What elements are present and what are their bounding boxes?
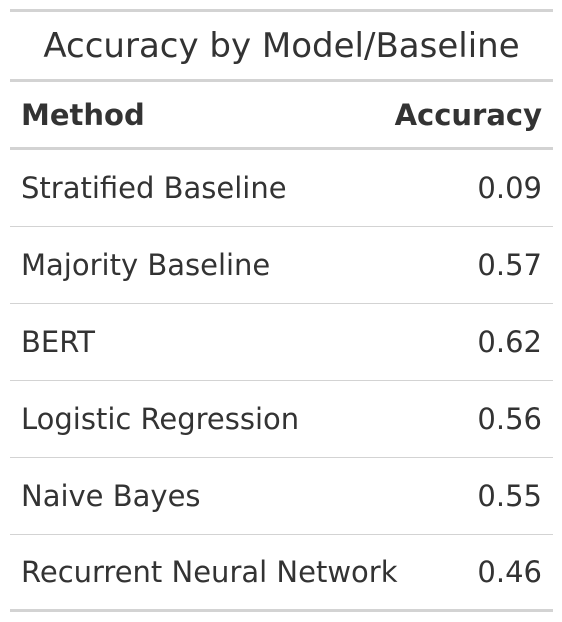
table-row: Naive Bayes 0.55 [10,458,553,535]
table-header-row: Method Accuracy [10,82,553,150]
method-cell: Majority Baseline [21,248,271,282]
accuracy-cell: 0.46 [477,555,542,589]
method-cell: BERT [21,325,95,359]
accuracy-cell: 0.56 [477,402,542,436]
accuracy-cell: 0.55 [477,479,542,513]
table-row: BERT 0.62 [10,304,553,381]
accuracy-cell: 0.62 [477,325,542,359]
column-header-accuracy: Accuracy [394,97,542,132]
table-row: Recurrent Neural Network 0.46 [10,535,553,612]
table-top-rule [10,9,553,12]
accuracy-cell: 0.57 [477,248,542,282]
column-header-method: Method [21,97,145,132]
table-row: Logistic Regression 0.56 [10,381,553,458]
method-cell: Stratified Baseline [21,171,287,205]
table-row: Stratified Baseline 0.09 [10,150,553,227]
table-row: Majority Baseline 0.57 [10,227,553,304]
method-cell: Logistic Regression [21,402,300,436]
accuracy-cell: 0.09 [477,171,542,205]
table-title: Accuracy by Model/Baseline [10,12,553,82]
accuracy-table: Accuracy by Model/Baseline Method Accura… [10,9,553,612]
method-cell: Naive Bayes [21,479,201,513]
method-cell: Recurrent Neural Network [21,555,398,589]
